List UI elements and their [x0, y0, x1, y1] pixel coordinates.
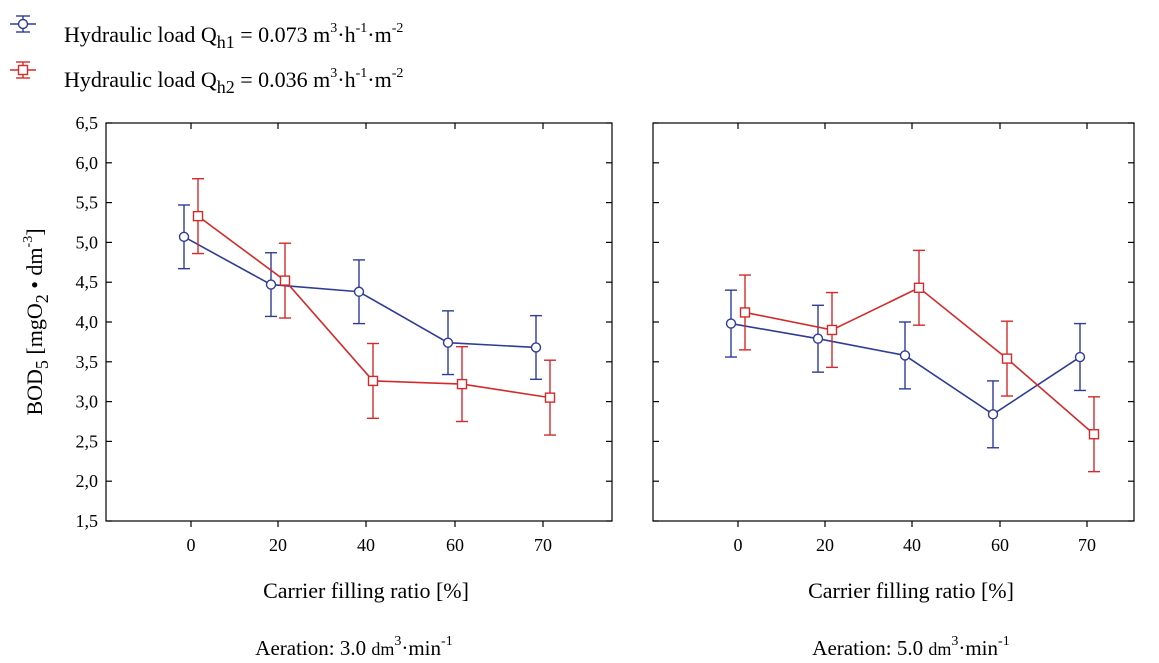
legend: Hydraulic load Qh1 = 0.073 m3·h-1·m-2 Hy…: [10, 15, 403, 97]
data-point-circle: [987, 409, 999, 420]
data-point-square: [826, 324, 838, 336]
data-point-square: [456, 378, 468, 390]
series-line-2: [197, 215, 551, 399]
legend-entry-2: Hydraulic load Qh2 = 0.036 m3·h-1·m-2: [10, 61, 403, 97]
data-point-circle: [1074, 351, 1086, 363]
x-tick-label: 70: [1078, 535, 1096, 555]
y-tick-label: 4,5: [76, 272, 99, 292]
legend-marker-square: [17, 64, 29, 76]
panel-2-caption: Aeration: 5.0 dm3·min-1: [812, 634, 1009, 660]
x-tick-label: 40: [357, 535, 375, 555]
legend-entry-1: Hydraulic load Qh1 = 0.073 m3·h-1·m-2: [10, 15, 403, 52]
y-tick-label: 6,5: [76, 113, 99, 133]
data-point-square: [913, 282, 925, 293]
legend-label-2: Hydraulic load Qh2 = 0.036 m3·h-1·m-2: [64, 66, 403, 97]
data-point-circle: [442, 337, 454, 348]
x-tick-label: 20: [269, 535, 287, 555]
x-tick-label: 0: [187, 535, 196, 555]
data-point-circle: [353, 286, 365, 297]
data-point-square: [1088, 429, 1100, 440]
data-point-square: [739, 307, 751, 318]
data-point-circle: [812, 333, 824, 344]
legend-label-1: Hydraulic load Qh1 = 0.073 m3·h-1·m-2: [64, 21, 403, 52]
data-point-square: [1001, 353, 1013, 364]
panel-1: 1,5 2,0 2,5 3,0 3,5 4,0 4,5 5,0 5,5 6,0 6,5 0 20 40 60…: [76, 113, 612, 555]
x-axis-title-2: Carrier filling ratio [%]: [808, 578, 1014, 603]
y-tick-label: 1,5: [76, 511, 99, 531]
panel-1-caption: Aeration: 3.0 dm3·min-1: [255, 634, 452, 660]
y-tick-label: 2,5: [76, 431, 99, 451]
y-tick-label: 2,0: [76, 471, 99, 491]
data-point-circle: [265, 279, 277, 290]
x-axis-title-1: Carrier filling ratio [%]: [263, 578, 469, 603]
panel-2: 0 20 40 60 70: [653, 122, 1134, 555]
data-point-circle: [530, 342, 542, 353]
data-point-square: [279, 275, 291, 286]
x-tick-label: 40: [903, 535, 921, 555]
data-point-square: [367, 375, 379, 387]
y-tick-label: 3,0: [76, 392, 99, 412]
x-tick-label: 0: [734, 535, 743, 555]
y-tick-label: 3,5: [76, 352, 99, 372]
y-tick-label: 5,5: [76, 193, 99, 213]
legend-marker-circle: [17, 18, 29, 30]
x-tick-label: 70: [534, 535, 552, 555]
y-tick-label: 5,0: [76, 232, 99, 252]
data-point-square: [192, 210, 204, 222]
data-point-circle: [178, 231, 190, 243]
x-tick-label: 20: [816, 535, 834, 555]
x-tick-label: 60: [446, 535, 464, 555]
y-axis-title: BOD5 [mgO2 • dm-3]: [21, 228, 52, 415]
y-tick-label: 4,0: [76, 312, 99, 332]
data-point-square: [544, 392, 556, 403]
data-point-circle: [725, 318, 737, 329]
y-tick-label: 6,0: [76, 153, 99, 173]
panel-2-frame: [652, 122, 1135, 522]
x-tick-label: 60: [991, 535, 1009, 555]
data-point-circle: [899, 350, 911, 361]
